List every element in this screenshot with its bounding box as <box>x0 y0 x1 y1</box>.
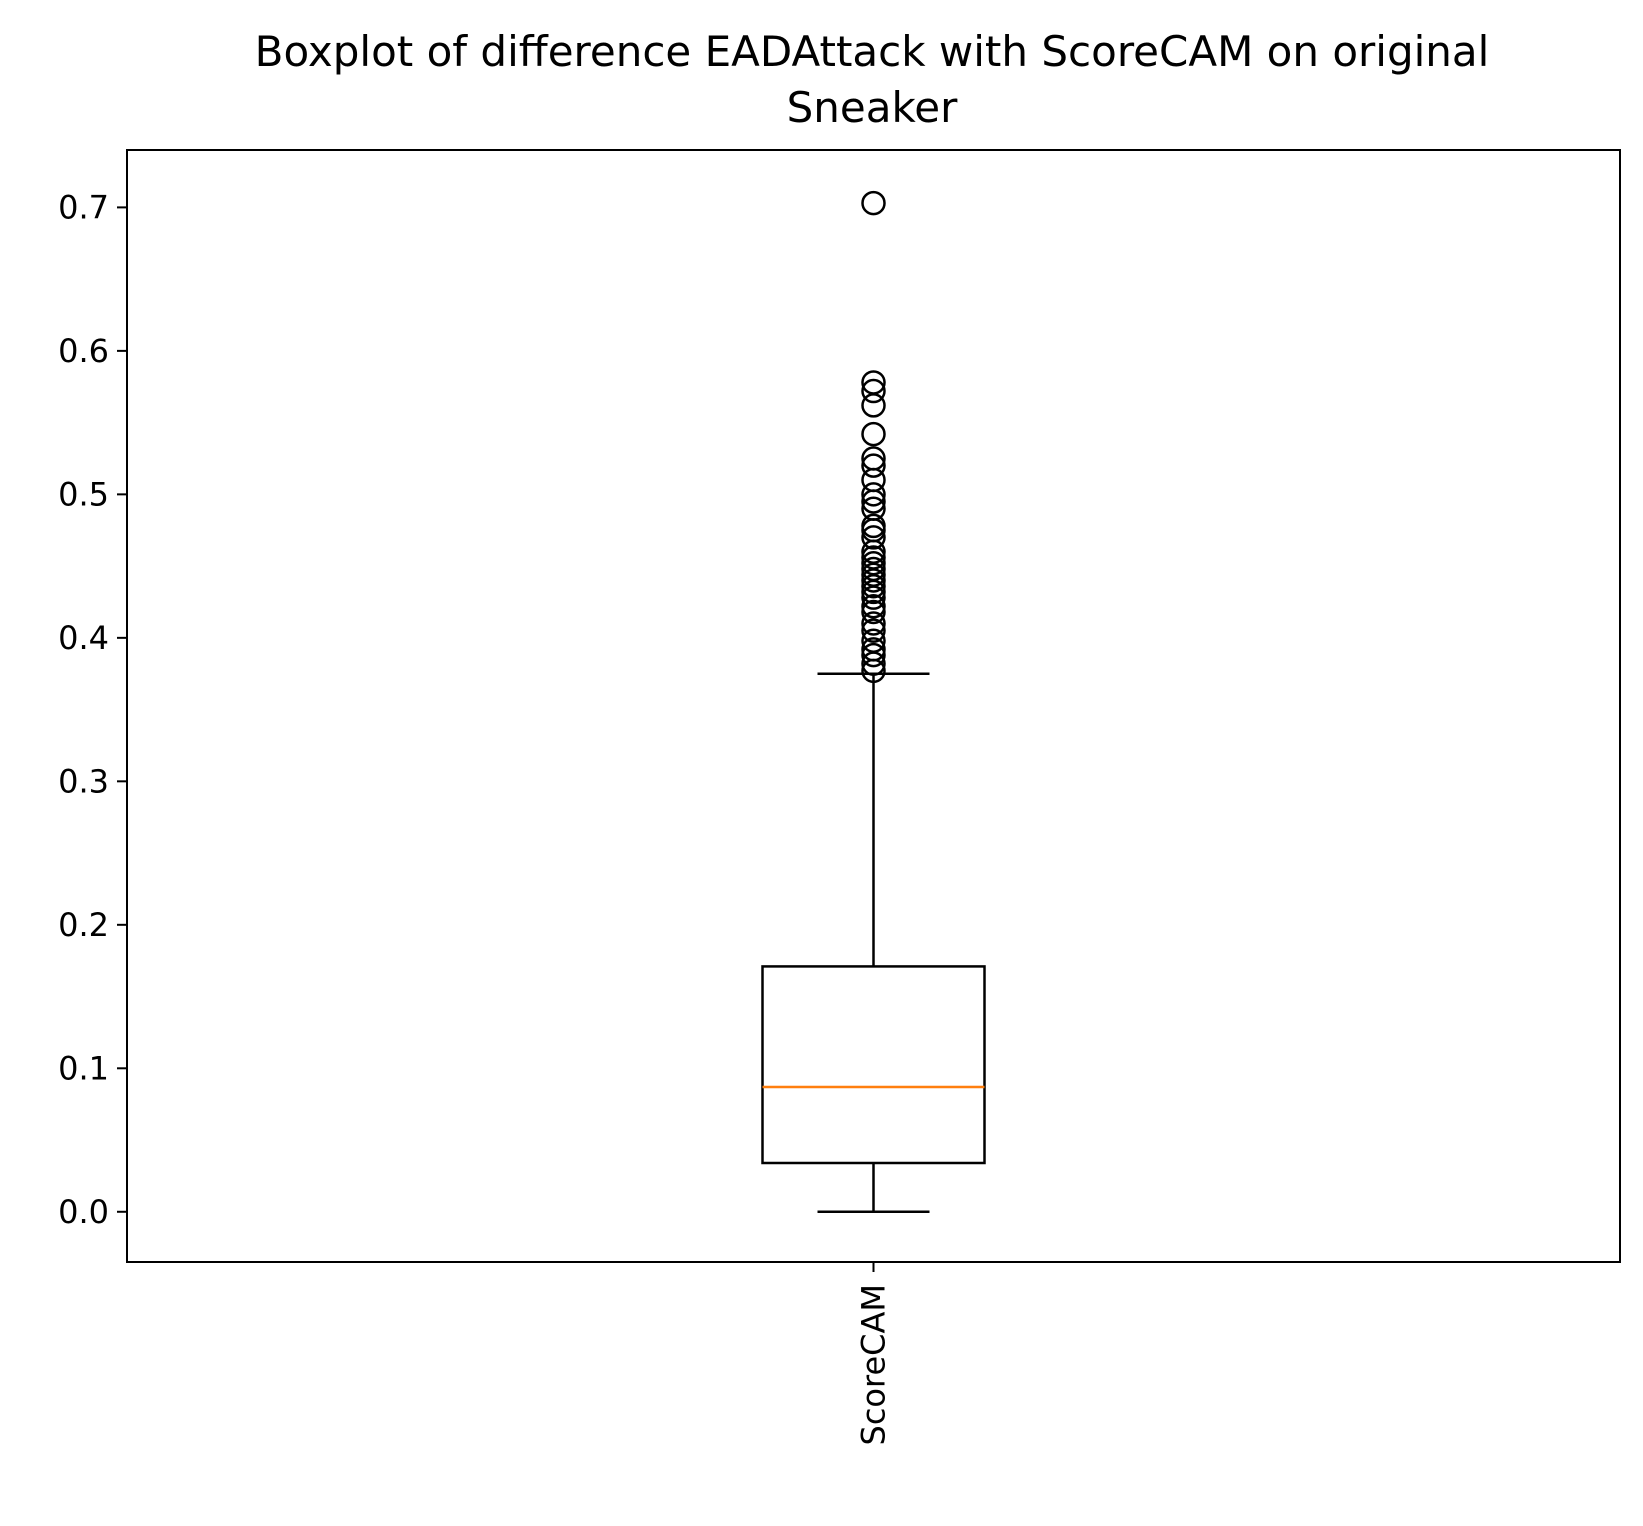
y-tick-label: 0.3 <box>58 762 109 800</box>
outlier-point <box>861 378 886 404</box>
iqr-box <box>761 965 986 1165</box>
outlier-point <box>861 594 886 619</box>
outlier-point <box>861 556 886 582</box>
outlier-point <box>861 599 886 625</box>
y-tick-label: 0.5 <box>58 475 109 513</box>
y-tick-label: 0.4 <box>58 619 109 657</box>
outlier-point <box>861 482 886 507</box>
outlier-point <box>861 496 886 521</box>
outlier-point <box>861 190 886 216</box>
chart-title-line-1: Boxplot of difference EADAttack with Sco… <box>255 27 1490 76</box>
outlier-point <box>861 628 886 653</box>
outlier-point <box>861 611 886 636</box>
x-tick-label: ScoreCAM <box>855 1284 893 1445</box>
outlier-point <box>861 618 886 643</box>
y-tick-label: 0.6 <box>58 332 109 370</box>
outlier-point <box>861 545 886 570</box>
plot-area: 0.0 0.1 0.2 0.3 0.4 0.5 0.6 0.7 ScoreCAM <box>58 149 1621 1445</box>
outlier-point <box>861 637 886 662</box>
y-tick-label: 0.1 <box>58 1049 109 1087</box>
outlier-point <box>861 446 886 471</box>
y-tick-label: 0.7 <box>58 188 109 226</box>
y-tick-label: 0.0 <box>58 1193 109 1231</box>
outlier-point <box>861 421 886 447</box>
outlier-point <box>861 513 886 539</box>
outlier-point <box>861 453 886 478</box>
chart-title-line-2: Sneaker <box>787 83 959 132</box>
outlier-point <box>861 642 886 668</box>
outlier-point <box>861 550 886 576</box>
outlier-point <box>861 525 886 550</box>
outlier-point <box>861 370 886 395</box>
y-tick-label: 0.2 <box>58 906 109 944</box>
